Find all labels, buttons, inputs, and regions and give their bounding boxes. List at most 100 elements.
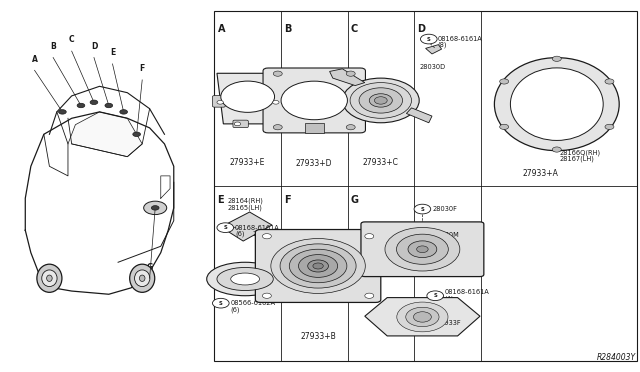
Circle shape [369,94,392,107]
Text: A: A [218,24,225,34]
Circle shape [397,302,448,332]
Ellipse shape [231,273,260,285]
Circle shape [217,100,223,104]
Circle shape [552,147,561,152]
Text: 27933F: 27933F [436,320,461,326]
Bar [305,123,324,132]
Text: 28164(RH): 28164(RH) [227,198,263,204]
Text: 08168-6161A: 08168-6161A [445,289,490,295]
Circle shape [289,249,347,283]
Circle shape [273,71,282,76]
Polygon shape [330,69,365,86]
Text: (4): (4) [445,295,454,302]
Ellipse shape [511,68,603,141]
Text: G: G [351,195,359,205]
Text: (6): (6) [230,306,240,313]
Ellipse shape [130,264,155,292]
Ellipse shape [140,275,145,282]
Text: B: B [51,42,56,51]
Circle shape [133,132,141,137]
Text: 28167(LH): 28167(LH) [560,155,595,162]
Ellipse shape [47,275,52,282]
Circle shape [212,298,229,308]
Circle shape [221,81,275,112]
Ellipse shape [217,267,273,291]
Circle shape [280,244,356,288]
Text: G: G [147,263,153,272]
Circle shape [500,124,509,129]
Circle shape [90,100,98,105]
Text: 28166Q(RH): 28166Q(RH) [560,149,601,156]
Circle shape [397,234,449,264]
Bar [214,11,637,361]
Circle shape [500,79,509,84]
Text: (6): (6) [235,230,244,237]
Circle shape [281,81,348,120]
Polygon shape [365,298,480,336]
Text: 08168-6161A: 08168-6161A [235,225,280,231]
Text: R284003Y: R284003Y [596,353,636,362]
Circle shape [262,293,271,298]
Circle shape [427,291,444,301]
Text: D: D [417,24,426,34]
Ellipse shape [42,270,57,286]
Text: (8): (8) [438,41,447,48]
Text: E: E [218,195,224,205]
Ellipse shape [134,270,150,286]
FancyBboxPatch shape [263,68,365,133]
Text: F: F [284,195,291,205]
Text: 27933+B: 27933+B [300,332,336,341]
Circle shape [77,103,85,108]
Polygon shape [217,73,278,124]
Circle shape [59,110,67,114]
Circle shape [105,103,113,108]
Text: D: D [91,42,97,51]
Text: 27933: 27933 [253,231,274,237]
Text: S: S [219,301,223,306]
Text: S: S [427,36,431,42]
Circle shape [262,234,271,239]
Text: 08566-6162A: 08566-6162A [230,300,275,306]
Circle shape [120,110,127,114]
Text: 28170M: 28170M [433,232,460,238]
Text: S: S [223,225,227,230]
Circle shape [273,125,282,130]
Circle shape [385,227,460,271]
Circle shape [413,312,431,322]
Text: E: E [110,48,115,57]
Circle shape [365,293,374,298]
FancyBboxPatch shape [270,96,283,107]
Circle shape [408,241,437,257]
Circle shape [313,263,323,269]
Circle shape [271,238,365,294]
Text: 28030F: 28030F [433,206,458,212]
Circle shape [417,246,428,253]
Polygon shape [68,112,142,157]
Circle shape [342,78,419,123]
Text: 28165(LH): 28165(LH) [227,204,262,211]
Circle shape [308,260,328,272]
Text: S: S [420,206,424,212]
Circle shape [374,97,387,104]
Circle shape [151,206,159,210]
Circle shape [365,234,374,239]
Ellipse shape [494,58,619,151]
Text: 27933+D: 27933+D [296,159,333,168]
FancyBboxPatch shape [361,222,484,276]
Text: 27933+C: 27933+C [363,158,399,167]
Polygon shape [406,108,432,123]
Text: 27933+A: 27933+A [523,169,559,178]
Text: C: C [351,24,358,34]
Text: 08168-6161A: 08168-6161A [438,36,483,42]
Circle shape [350,83,412,118]
Text: F: F [140,64,145,73]
Circle shape [420,34,437,44]
Circle shape [359,88,403,113]
Ellipse shape [207,262,284,296]
Circle shape [143,201,167,215]
Polygon shape [426,45,442,54]
Circle shape [552,56,561,61]
Text: C: C [69,35,74,44]
FancyBboxPatch shape [233,120,248,128]
Text: 28030D: 28030D [420,64,446,70]
